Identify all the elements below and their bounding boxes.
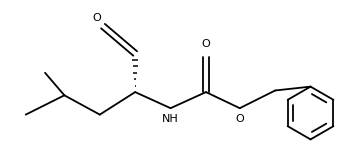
Text: O: O [92,13,101,23]
Text: NH: NH [162,114,179,124]
Text: O: O [201,39,210,49]
Text: O: O [235,114,244,124]
